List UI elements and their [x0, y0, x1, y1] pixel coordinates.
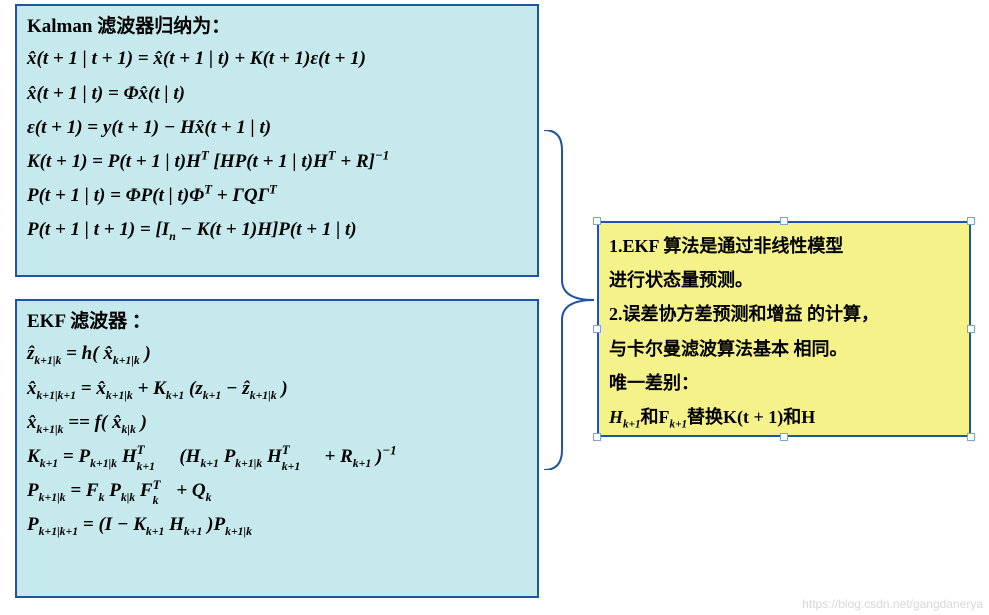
kalman-eq4: K(t + 1) = P(t + 1 | t)HT [HP(t + 1 | t)…: [27, 145, 527, 179]
kalman-title: Kalman 滤波器归纳为：: [27, 12, 527, 42]
kalman-box: Kalman 滤波器归纳为： x̂(t + 1 | t + 1) = x̂(t …: [15, 4, 539, 277]
kalman-eq2: x̂(t + 1 | t) = Φx̂(t | t): [27, 77, 527, 111]
ekf-eq6: Pk+1|k+1 = (I − Kk+1 Hk+1 )Pk+1|k: [27, 508, 527, 542]
selection-handle[interactable]: [593, 217, 601, 225]
selection-handle[interactable]: [780, 433, 788, 441]
kalman-eq6: P(t + 1 | t + 1) = [In − K(t + 1)H]P(t +…: [27, 213, 527, 247]
note-l1: 1.EKF 算法是通过非线性模型: [609, 229, 959, 263]
selection-handle[interactable]: [967, 325, 975, 333]
selection-handle[interactable]: [593, 325, 601, 333]
selection-handle[interactable]: [967, 217, 975, 225]
note-l3: 2.误差协方差预测和增益 的计算，: [609, 297, 959, 331]
note-box[interactable]: 1.EKF 算法是通过非线性模型 进行状态量预测。 2.误差协方差预测和增益 的…: [597, 221, 971, 437]
watermark: https://blog.csdn.net/gangdanerya: [802, 597, 983, 611]
note-l5: 唯一差别：: [609, 366, 959, 400]
kalman-eq3: ε(t + 1) = y(t + 1) − Hx̂(t + 1 | t): [27, 111, 527, 145]
bracket-connector: [544, 130, 596, 470]
selection-handle[interactable]: [593, 433, 601, 441]
ekf-eq4: Kk+1 = Pk+1|k HTk+1 (Hk+1 Pk+1|k HTk+1 +…: [27, 440, 527, 474]
kalman-eq5: P(t + 1 | t) = ΦP(t | t)ΦT + ΓQΓT: [27, 179, 527, 213]
note-l2: 进行状态量预测。: [609, 263, 959, 297]
selection-handle[interactable]: [780, 217, 788, 225]
ekf-title: EKF 滤波器 ：: [27, 307, 527, 337]
ekf-eq2: x̂k+1|k+1 = x̂k+1|k + Kk+1 (zk+1 − ẑk+1|…: [27, 372, 527, 406]
selection-handle[interactable]: [967, 433, 975, 441]
ekf-eq1: ẑk+1|k = h( x̂k+1|k ): [27, 337, 527, 371]
ekf-eq3: x̂k+1|k == f( x̂k|k ): [27, 406, 527, 440]
ekf-eq5: Pk+1|k = Fk Pk|k FTk + Qk: [27, 474, 527, 508]
note-l6: Hk+1和Fk+1替换K(t + 1)和H: [609, 400, 959, 434]
note-l4: 与卡尔曼滤波算法基本 相同。: [609, 332, 959, 366]
ekf-box: EKF 滤波器 ： ẑk+1|k = h( x̂k+1|k ) x̂k+1|k+…: [15, 299, 539, 598]
kalman-eq1: x̂(t + 1 | t + 1) = x̂(t + 1 | t) + K(t …: [27, 42, 527, 76]
